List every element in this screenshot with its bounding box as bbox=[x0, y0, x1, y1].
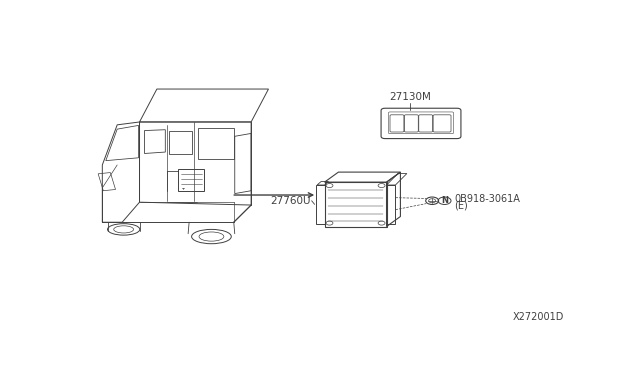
Text: X272001D: X272001D bbox=[512, 312, 564, 323]
Bar bbox=[98, 173, 116, 191]
Text: (E): (E) bbox=[454, 201, 468, 211]
Text: 27130M: 27130M bbox=[389, 92, 431, 102]
Text: 0B918-3061A: 0B918-3061A bbox=[454, 194, 520, 204]
Text: N: N bbox=[441, 196, 448, 205]
Text: 27760U: 27760U bbox=[270, 196, 310, 206]
